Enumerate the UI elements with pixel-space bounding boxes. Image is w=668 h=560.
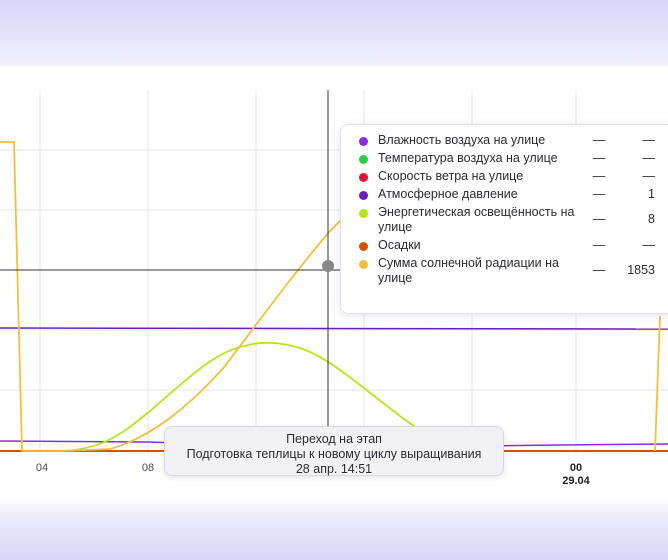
legend-label: Сумма солнечной радиации на улице: [378, 256, 559, 285]
legend-item-irradiance[interactable]: Энергетическая освещённость на улице — 8: [359, 205, 668, 235]
legend-label: Скорость ветра на улице: [378, 169, 524, 183]
legend-separator: —: [592, 187, 606, 201]
legend-separator: —: [592, 151, 606, 165]
series-dot-icon: [359, 155, 368, 164]
legend-tooltip: Влажность воздуха на улице — — Температу…: [340, 124, 668, 314]
legend-label: Атмосферное давление: [378, 187, 518, 201]
series-dot-icon: [359, 242, 368, 251]
legend-item-pressure[interactable]: Атмосферное давление — 1: [359, 187, 668, 202]
x-tick-00: 00 29.04: [562, 462, 590, 487]
legend-value: —: [642, 133, 656, 147]
legend-value: —: [642, 151, 656, 165]
chart-panel: 04 08 00 29.04 Влажность воздуха на улиц…: [0, 66, 668, 496]
legend-value: —: [642, 169, 656, 183]
legend-value: 1: [648, 187, 655, 201]
legend-separator: —: [592, 133, 606, 147]
legend-label: Температура воздуха на улице: [378, 151, 558, 165]
legend-separator: —: [592, 212, 606, 226]
tooltip-title: Переход на этап: [286, 432, 382, 446]
series-line-irradiance: [59, 341, 471, 452]
legend-item-temperature[interactable]: Температура воздуха на улице — —: [359, 151, 668, 166]
x-tick-08: 08: [141, 462, 155, 474]
legend-value: 8: [648, 212, 655, 226]
legend-item-humidity[interactable]: Влажность воздуха на улице — —: [359, 133, 668, 148]
tooltip-datetime: 28 апр. 14:51: [295, 462, 373, 476]
series-line-solar-sum: [0, 141, 346, 452]
legend-separator: —: [592, 169, 606, 183]
series-dot-icon: [359, 173, 368, 182]
legend-item-precipitation[interactable]: Осадки — —: [359, 238, 668, 253]
legend-label: Влажность воздуха на улице: [378, 133, 546, 147]
x-tick-04: 04: [35, 462, 49, 474]
background-gradient: [0, 496, 668, 560]
legend-separator: —: [592, 238, 606, 252]
series-dot-icon: [359, 137, 368, 146]
series-dot-icon: [359, 260, 368, 269]
legend-value: 1853: [627, 263, 655, 277]
series-line-solar-sum-tail: [654, 315, 661, 452]
legend-item-wind[interactable]: Скорость ветра на улице — —: [359, 169, 668, 184]
tooltip-stage-name: Подготовка теплицы к новому циклу выращи…: [186, 447, 482, 461]
legend-item-solar-sum[interactable]: Сумма солнечной радиации на улице — 1853: [359, 256, 668, 286]
series-dot-icon: [359, 209, 368, 218]
legend-separator: —: [592, 263, 606, 277]
legend-value: —: [642, 238, 656, 252]
legend-label: Энергетическая освещённость на улице: [378, 205, 575, 234]
crosshair-point: [322, 260, 334, 272]
stage-transition-tooltip: Переход на этап Подготовка теплицы к нов…: [164, 426, 504, 476]
series-dot-icon: [359, 191, 368, 200]
legend-label: Осадки: [378, 238, 421, 252]
series-line-pressure: [0, 327, 668, 330]
